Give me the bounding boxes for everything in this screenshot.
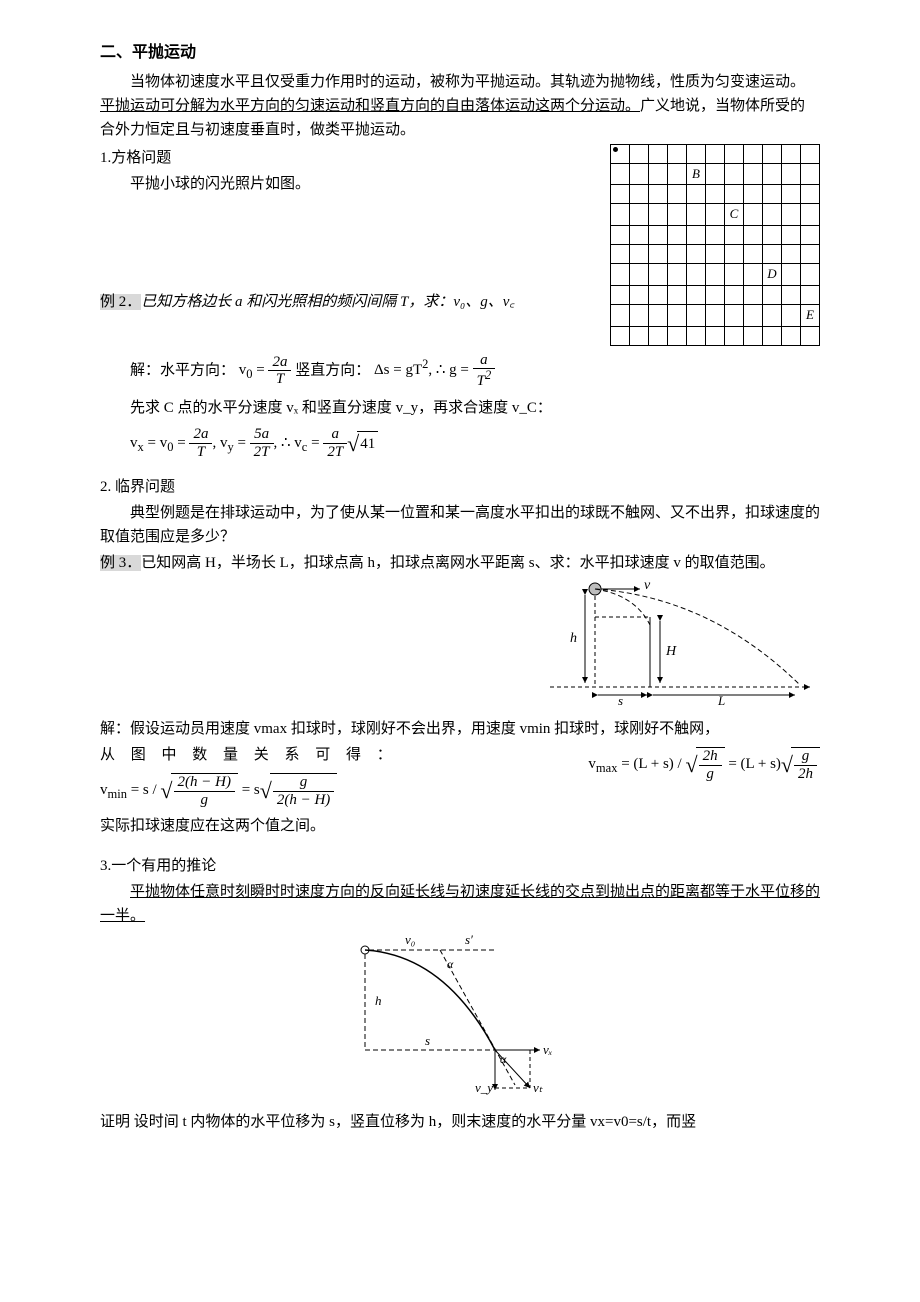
- svg-text:H: H: [665, 644, 677, 659]
- ex3-tail: 实际扣球速度应在这两个值之间。: [100, 814, 820, 838]
- grid-label-B: B: [687, 163, 706, 185]
- grid-label-D: D: [763, 264, 782, 286]
- svg-text:s: s: [618, 693, 623, 707]
- q2-heading: 2. 临界问题: [100, 475, 820, 499]
- vmax-eq: vmax = (L + s) / √2hg = (L + s)√g2h: [588, 747, 820, 782]
- q3-underline: 平抛物体任意时刻瞬时时速度方向的反向延长线与初速度延长线的交点到抛出点的距离都等…: [100, 880, 820, 928]
- svg-text:α: α: [500, 1052, 507, 1066]
- svg-text:v_y: v_y: [475, 1080, 493, 1095]
- ex2-stem: 例 2．已知方格边长 a 和闪光照相的频闪间隔 T，求：v₀、g、v꜀: [100, 290, 598, 314]
- svg-text:s: s: [425, 1033, 430, 1048]
- corollary-figure: v₀ s′ h s α vₓ v_y vₜ α: [345, 930, 575, 1108]
- intro-underline: 平抛运动可分解为水平方向的匀速运动和竖直方向的自由落体运动这两个分运动。: [100, 98, 640, 114]
- proof-line: 证明 设时间 t 内物体的水平位移为 s，竖直位移为 h，则末速度的水平分量 v…: [100, 1110, 820, 1134]
- ex2-line-c: 先求 C 点的水平分速度 vₓ 和竖直分速度 v_y，再求合速度 v_C：: [100, 396, 820, 420]
- svg-text:s′: s′: [465, 932, 473, 947]
- q1-heading: 1.方格问题: [100, 146, 598, 170]
- ex2-label: 例 2．: [100, 294, 141, 310]
- ex3-line: 例 3．已知网高 H，半场长 L，扣球点高 h，扣球点离网水平距离 s、求：水平…: [100, 551, 820, 575]
- grid-label-E: E: [801, 304, 820, 326]
- grid-figure: BC DE: [610, 144, 820, 346]
- q2-desc: 典型例题是在排球运动中，为了使从某一位置和某一高度水平扣出的球既不触网、又不出界…: [100, 501, 820, 549]
- ex3-label: 例 3．: [100, 555, 141, 571]
- svg-text:v₀: v₀: [405, 932, 415, 947]
- volleyball-figure: v h H s L: [540, 577, 820, 715]
- ex3-sol-pre: 解：假设运动员用速度 vmax 扣球时，球刚好不会出界，用速度 vmin 扣球时…: [100, 717, 820, 741]
- section-title: 二、平抛运动: [100, 40, 820, 66]
- q1-line: 平抛小球的闪光照片如图。: [100, 172, 598, 196]
- svg-text:h: h: [570, 631, 577, 646]
- ex2-stem-text: 已知方格边长 a 和闪光照相的频闪间隔 T，求：v₀、g、v꜀: [141, 294, 514, 310]
- grid-label-C: C: [725, 204, 744, 226]
- svg-text:α: α: [447, 957, 454, 971]
- svg-text:vₓ: vₓ: [543, 1042, 553, 1057]
- ex3-stem: 已知网高 H，半场长 L，扣球点高 h，扣球点离网水平距离 s、求：水平扣球速度…: [141, 555, 774, 571]
- intro-text-1: 当物体初速度水平且仅受重力作用时的运动，被称为平抛运动。其轨迹为抛物线，性质为匀…: [130, 74, 805, 90]
- q3-heading: 3.一个有用的推论: [100, 854, 820, 878]
- ex2-eq1: 解：水平方向： v0 = 2aT 竖直方向： Δs = gT2, ∴ g = a…: [130, 352, 820, 390]
- svg-text:vₜ: vₜ: [533, 1080, 544, 1095]
- intro-para: 当物体初速度水平且仅受重力作用时的运动，被称为平抛运动。其轨迹为抛物线，性质为匀…: [100, 70, 820, 142]
- svg-text:h: h: [375, 993, 382, 1008]
- svg-text:v: v: [644, 578, 651, 593]
- ex2-eq2: vx = v0 = 2aT, vy = 5a2T, ∴ vc = a2T√41: [130, 426, 820, 461]
- svg-text:L: L: [717, 693, 725, 707]
